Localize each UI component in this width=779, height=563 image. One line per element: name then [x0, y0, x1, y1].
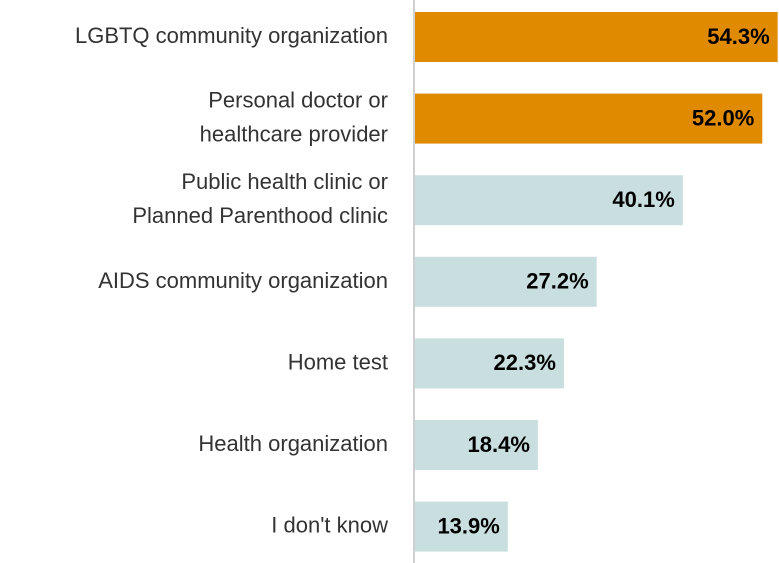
category-label: Home test	[288, 349, 388, 374]
category-label-line: Health organization	[198, 431, 388, 456]
category-label-line: AIDS community organization	[98, 268, 388, 293]
bar	[415, 501, 508, 552]
bar	[415, 338, 564, 389]
category-label-line: Public health clinic or	[181, 169, 388, 194]
bar	[415, 256, 597, 307]
bar	[415, 175, 683, 226]
category-label-line: I don't know	[271, 512, 388, 537]
value-label: 52.0%	[692, 105, 754, 130]
category-label-line: healthcare provider	[200, 121, 388, 146]
bar	[415, 12, 778, 62]
bar	[415, 420, 538, 470]
value-label: 54.3%	[707, 24, 769, 49]
category-label-line: LGBTQ community organization	[75, 23, 388, 48]
category-label-line: Personal doctor or	[208, 87, 388, 112]
category-label: Health organization	[198, 431, 388, 456]
value-label: 27.2%	[526, 269, 588, 294]
category-label: Public health clinic or Planned Parenthoo…	[132, 169, 388, 228]
category-label: Personal doctor or healthcare provider	[200, 87, 388, 146]
value-label: 18.4%	[468, 432, 530, 457]
category-label: LGBTQ community organization	[75, 23, 388, 48]
value-label: 40.1%	[612, 187, 674, 212]
value-label: 13.9%	[437, 513, 499, 538]
bar	[415, 93, 763, 144]
category-label: AIDS community organization	[98, 268, 388, 293]
value-label: 22.3%	[494, 350, 556, 375]
category-label-line: Planned Parenthood clinic	[132, 203, 388, 228]
category-label: I don't know	[271, 512, 388, 537]
category-label-line: Home test	[288, 349, 388, 374]
